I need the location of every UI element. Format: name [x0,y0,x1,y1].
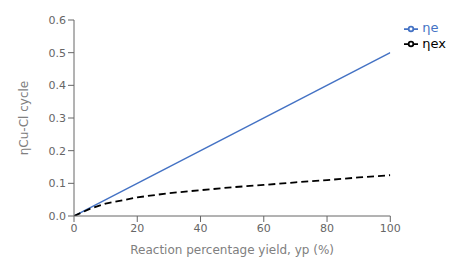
html-text:ηex: ηex [422,35,446,51]
svg-text:80: 80 [320,222,334,235]
svg-text:60: 60 [257,222,271,235]
svg-text:0.6: 0.6 [49,14,67,27]
svg-text:ηCu-Cl cycle: ηCu-Cl cycle [17,81,31,155]
svg-text:20: 20 [130,222,144,235]
svg-text:0: 0 [71,222,78,235]
html-text:ηe: ηe [422,20,439,35]
svg-text:0.5: 0.5 [49,47,67,60]
svg-text:Reaction percentage yield, yp: Reaction percentage yield, yp (%) [130,243,334,257]
svg-text:0.1: 0.1 [49,177,67,190]
svg-text:40: 40 [194,222,208,235]
svg-text:0.3: 0.3 [49,112,67,125]
svg-text:100: 100 [380,222,401,235]
svg-text:0.2: 0.2 [49,145,67,158]
svg-text:0.0: 0.0 [49,210,67,223]
svg-text:0.4: 0.4 [49,79,67,92]
